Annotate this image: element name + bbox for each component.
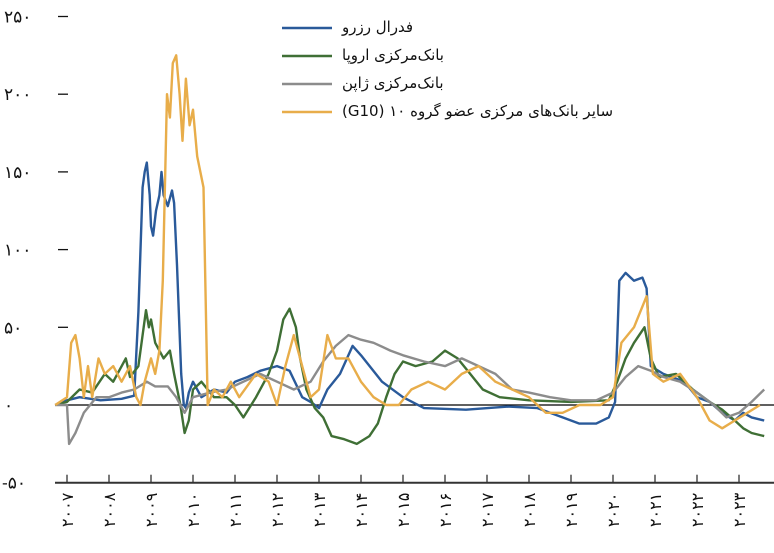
series-lines xyxy=(54,54,766,446)
x-tick-label: ۲۰۱۱ xyxy=(226,493,245,527)
series-line-3 xyxy=(54,54,761,430)
legend-item: سایر بانک‌های مرکزی عضو گروه ۱۰ (G10) xyxy=(282,102,613,120)
x-tick-label: ۲۰۲۰ xyxy=(604,493,623,527)
legend-label: بانک‌مرکزی اروپا xyxy=(342,46,444,65)
legend-item: بانک‌مرکزی اروپا xyxy=(282,46,444,65)
x-tick-label: ۲۰۱۴ xyxy=(352,493,371,527)
y-tick-label: ۱۵۰ xyxy=(4,163,31,183)
legend-label: سایر بانک‌های مرکزی عضو گروه ۱۰ (G10) xyxy=(342,102,613,120)
x-tick-label: ۲۰۰۸ xyxy=(100,492,119,527)
series-line-0 xyxy=(54,161,765,425)
x-tick-label: ۲۰۱۰ xyxy=(184,493,203,527)
x-tick-label: ۲۰۰۹ xyxy=(142,493,161,527)
x-tick-label: ۲۰۱۶ xyxy=(436,493,455,527)
x-axis: ۲۰۰۷ ۲۰۰۸ ۲۰۰۹ ۲۰۱۰ ۲۰۱۱ ۲۰۱۲ ۲۰۱۳ ۲۰۱۴ ۲۰۱۵ ۲۰۱۶… xyxy=(55,474,774,527)
x-tick-label: ۲۰۱۲ xyxy=(268,493,287,527)
y-tick-label: ۲۵۰ xyxy=(4,8,31,28)
y-tick-label: ۰ xyxy=(4,396,13,416)
x-tick-label: ۲۰۱۹ xyxy=(562,493,581,527)
legend-item: فدرال رزرو xyxy=(282,18,413,36)
x-tick-label: ۲۰۱۵ xyxy=(394,493,413,527)
legend-label: فدرال رزرو xyxy=(341,18,413,36)
series-line-2 xyxy=(55,333,766,446)
legend-label: بانک‌مرکزی ژاپن xyxy=(342,74,444,93)
x-tick-label: ۲۰۱۳ xyxy=(310,492,329,527)
y-tick-label: ۵۰ xyxy=(4,318,22,338)
legend-item: بانک‌مرکزی ژاپن xyxy=(282,74,444,93)
x-tick-label: ۲۰۲۳ xyxy=(730,492,749,527)
y-tick-label: ۲۰۰ xyxy=(4,85,31,105)
x-tick-label: ۲۰۲۲ xyxy=(688,493,707,527)
y-tick-label: ۱۰۰ xyxy=(4,241,31,261)
series-line-1 xyxy=(54,307,765,446)
x-tick-label: ۲۰۱۷ xyxy=(478,492,497,527)
y-tick-label: -۵۰ xyxy=(2,474,26,494)
legend: فدرال رزرو بانک‌مرکزی اروپا بانک‌مرکزی ژاپ… xyxy=(282,18,613,120)
y-axis: ۲۵۰ ۲۰۰ ۱۵۰ ۱۰۰ ۵۰ ۰ -۵۰ xyxy=(2,8,68,494)
x-tick-label: ۲۰۰۷ xyxy=(58,492,77,527)
x-tick-label: ۲۰۲۱ xyxy=(646,493,665,527)
x-tick-label: ۲۰۱۸ xyxy=(520,492,539,527)
